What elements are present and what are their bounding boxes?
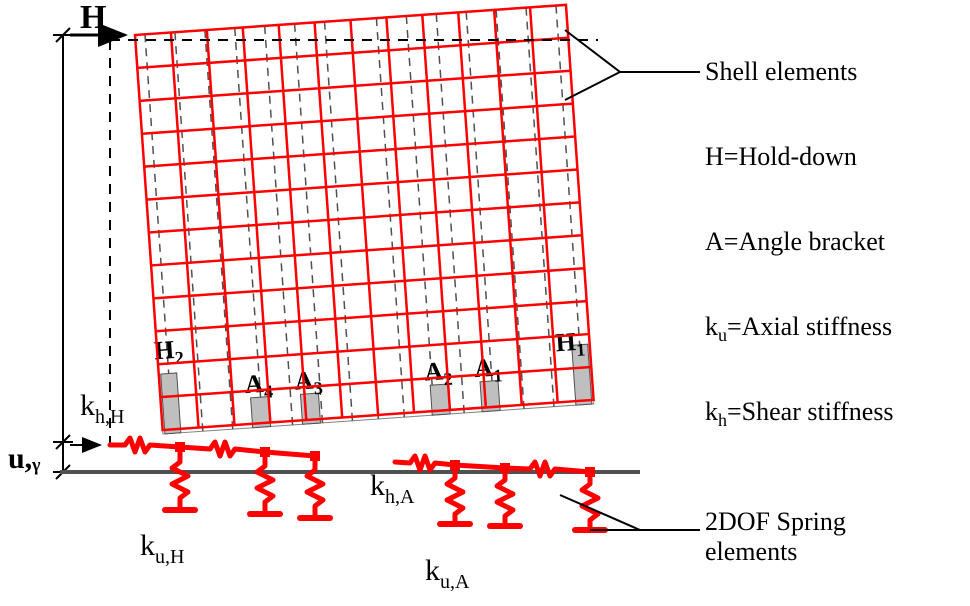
diagram-svg: H2 A4 A3 A2 A1 H1 [0,0,970,606]
label-khA: kh,A [370,469,415,508]
label-kuH: ku,H [140,529,184,568]
legend-ku: ku=Axial stiffness [705,312,892,345]
spring-elements [110,438,605,530]
panel-background: H2 A4 A3 A2 A1 H1 [132,5,594,434]
legend-A: A=Angle bracket [705,227,886,256]
label-A3: A3 [294,365,324,400]
legend-spring2: elements [705,537,797,566]
legend: Shell elements H=Hold-down A=Angle brack… [705,57,894,566]
callouts [560,30,700,530]
legend-spring1: 2DOF Spring [705,507,846,536]
label-A1: A1 [473,352,503,387]
legend-shell: Shell elements [705,57,857,86]
label-khH: kh,H [80,389,124,428]
shell-grid [135,5,594,430]
label-kuA: ku,A [425,554,470,593]
legend-H: H=Hold-down [705,142,857,171]
force-H: H [70,0,125,36]
label-H1: H1 [554,326,585,361]
label-uv: u,ᵧ [8,442,41,475]
svg-text:H: H [80,0,106,36]
legend-kh: kh=Shear stiffness [705,397,894,430]
